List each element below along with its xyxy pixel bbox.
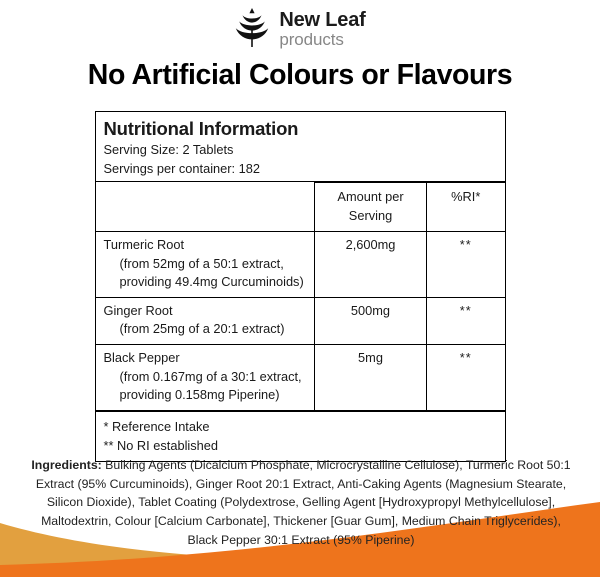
table-row: Turmeric Root (from 52mg of a 50:1 extra… — [95, 231, 505, 298]
table-row: Ginger Root (from 25mg of a 20:1 extract… — [95, 296, 505, 345]
ingredient-detail: providing 49.4mg Curcuminoids) — [119, 274, 304, 290]
ingredient-cell: Turmeric Root (from 52mg of a 50:1 extra… — [95, 231, 315, 298]
column-header-amount: Amount per Serving — [314, 182, 427, 233]
brand-subtitle: products — [279, 29, 344, 49]
table-header-row: Amount per Serving %RI* — [95, 182, 505, 233]
ingredient-cell: Black Pepper (from 0.167mg of a 30:1 ext… — [95, 343, 315, 411]
ri-cell: ** — [426, 296, 505, 345]
column-header-ri: %RI* — [426, 182, 505, 233]
ri-cell: ** — [426, 343, 505, 411]
nutrition-table: Amount per Serving %RI* Turmeric Root (f… — [95, 182, 505, 411]
table-row: Black Pepper (from 0.167mg of a 30:1 ext… — [95, 343, 505, 411]
footnote-no-ri: ** No RI established — [103, 437, 219, 453]
amount-cell: 2,600mg — [314, 231, 427, 298]
column-header-blank — [95, 182, 315, 233]
nutrition-panel-wrapper: Nutritional Information Serving Size: 2 … — [94, 111, 506, 462]
brand-name: New Leaf — [279, 8, 366, 31]
amount-cell: 5mg — [314, 343, 427, 411]
serving-size: Serving Size: 2 Tablets — [103, 141, 234, 157]
footnote-reference-intake: * Reference Intake — [103, 418, 210, 434]
servings-per-container: Servings per container: 182 — [103, 160, 261, 176]
ingredient-detail: (from 0.167mg of a 30:1 extract, — [119, 368, 302, 384]
brand-wordmark: New Leaf products — [279, 9, 365, 48]
page-title: No Artificial Colours or Flavours — [87, 59, 513, 91]
ingredients-label: Ingredients: — [31, 458, 102, 472]
ingredient-name: Turmeric Root — [103, 237, 185, 253]
ingredient-detail: (from 25mg of a 20:1 extract) — [119, 321, 285, 337]
amount-cell: 500mg — [314, 296, 427, 345]
ri-cell: ** — [426, 231, 505, 298]
leaf-tree-logo-icon — [236, 8, 269, 47]
nutrition-panel-header: Nutritional Information Serving Size: 2 … — [95, 112, 505, 183]
ingredient-cell: Ginger Root (from 25mg of a 20:1 extract… — [95, 296, 315, 345]
ingredients-paragraph: Ingredients: Bulking Agents (Dicalcium P… — [26, 456, 576, 549]
ingredient-name: Black Pepper — [103, 349, 180, 365]
nutrition-title: Nutritional Information — [103, 118, 299, 139]
ingredient-detail: (from 52mg of a 50:1 extract, — [119, 255, 284, 271]
ingredient-detail: providing 0.158mg Piperine) — [119, 387, 280, 403]
wave-orange-decoration — [0, 502, 600, 577]
brand-header: New Leaf products — [0, 0, 600, 48]
ingredients-text: Bulking Agents (Dicalcium Phosphate, Mic… — [35, 458, 571, 547]
ingredient-name: Ginger Root — [103, 302, 173, 318]
nutrition-panel: Nutritional Information Serving Size: 2 … — [94, 111, 506, 462]
footnotes: * Reference Intake ** No RI established — [95, 410, 505, 461]
